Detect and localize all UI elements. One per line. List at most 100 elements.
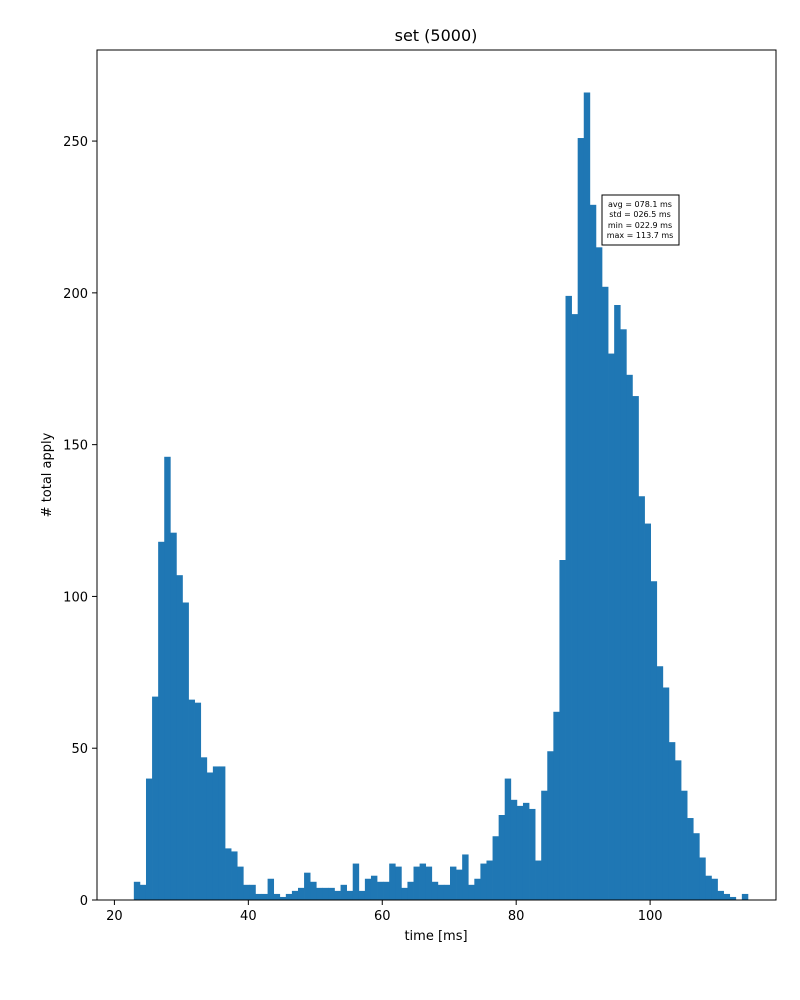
- histogram-bar: [267, 878, 275, 900]
- histogram-bar: [419, 863, 427, 900]
- histogram-bar: [729, 896, 737, 900]
- histogram-bar: [522, 802, 530, 900]
- histogram-bar: [516, 805, 524, 900]
- stats-line-std: std = 026.5 ms: [609, 210, 671, 219]
- x-tick-label: 20: [106, 909, 123, 924]
- histogram-bar: [346, 890, 354, 900]
- histogram-bar: [644, 523, 651, 900]
- histogram-bar: [273, 893, 281, 900]
- histogram-bar: [431, 881, 439, 900]
- histogram-bar: [589, 204, 597, 900]
- x-tick-label: 40: [240, 909, 257, 924]
- histogram-bar: [699, 857, 706, 900]
- histogram-bar: [225, 848, 232, 900]
- histogram-bar: [608, 353, 615, 900]
- histogram-bar: [717, 890, 724, 900]
- y-tick-label: 100: [63, 590, 88, 605]
- histogram-bar: [571, 314, 579, 900]
- x-axis-ticks: 20 40 60 80 100: [106, 900, 663, 924]
- histogram-bar: [194, 702, 202, 900]
- histogram-bar: [498, 815, 506, 900]
- histogram-bar: [741, 893, 749, 900]
- histogram-bar: [583, 92, 591, 900]
- histogram-bar: [407, 881, 414, 900]
- histogram-bar: [249, 884, 256, 900]
- histogram-bar: [152, 696, 159, 900]
- histogram-bar: [662, 687, 670, 900]
- y-tick-label: 50: [71, 742, 88, 757]
- histogram-bar: [668, 742, 676, 900]
- chart-title: set (5000): [395, 26, 478, 45]
- histogram-bar: [188, 699, 195, 900]
- histogram-bar: [176, 575, 183, 900]
- histogram-bar: [170, 532, 177, 900]
- histogram-bar: [723, 893, 731, 900]
- histogram-bar: [310, 881, 317, 900]
- histogram-bar: [577, 138, 585, 901]
- histogram-bar: [395, 866, 402, 900]
- histogram-bar: [456, 869, 463, 900]
- y-tick-label: 150: [63, 439, 88, 454]
- histogram-bar: [559, 560, 566, 900]
- histogram-bar: [541, 790, 548, 900]
- histogram-bar: [638, 496, 645, 900]
- histogram-bar: [334, 890, 341, 900]
- y-axis-label: # total apply: [40, 432, 55, 517]
- histogram-bar: [291, 890, 299, 900]
- histogram-bar: [389, 863, 396, 900]
- plot-frame: [96, 49, 777, 901]
- stats-line-max: max = 113.7 ms: [607, 231, 674, 240]
- histogram-bar: [492, 836, 499, 900]
- histogram-bar: [401, 887, 408, 900]
- histogram-bar: [656, 666, 664, 900]
- histogram-bar: [218, 766, 226, 900]
- histogram-bar: [674, 760, 682, 900]
- histogram-bar: [158, 541, 165, 900]
- x-tick-label: 60: [374, 909, 391, 924]
- histogram-bar: [377, 881, 384, 900]
- histogram-bar: [480, 863, 487, 900]
- histogram-bar: [243, 884, 250, 900]
- x-axis-label: time [ms]: [404, 929, 467, 944]
- histogram-bar: [370, 875, 378, 900]
- y-tick-label: 0: [80, 894, 88, 909]
- x-tick-label: 80: [508, 909, 525, 924]
- histogram-bar: [425, 866, 433, 900]
- histogram-bar: [443, 884, 451, 900]
- histogram-bar: [206, 772, 214, 900]
- histogram-bar: [474, 878, 481, 900]
- histogram-bar: [529, 808, 536, 900]
- histogram-bar: [620, 329, 627, 900]
- stats-box-frame: [601, 194, 680, 246]
- y-tick-label: 250: [63, 135, 88, 150]
- histogram-bar: [133, 881, 141, 900]
- histogram-bar: [139, 884, 147, 900]
- histogram-bar: [352, 863, 360, 900]
- histogram-bar: [504, 778, 512, 900]
- histogram-bar: [358, 890, 366, 900]
- y-axis-ticks: 0 50 100 150 200 250: [63, 135, 97, 909]
- histogram-bar: [237, 866, 244, 900]
- histogram-bar: [413, 866, 420, 900]
- histogram-bar: [279, 896, 287, 900]
- histogram-bar: [486, 860, 493, 900]
- histogram-bar: [285, 893, 293, 900]
- histogram-bar: [164, 456, 171, 900]
- histogram-bar: [535, 860, 542, 900]
- histogram-bar: [297, 887, 305, 900]
- y-tick-label: 200: [63, 287, 88, 302]
- stats-line-avg: avg = 078.1 ms: [608, 200, 672, 209]
- histogram-bar: [322, 887, 329, 900]
- histogram-bar: [510, 799, 518, 900]
- histogram-bar: [328, 887, 335, 900]
- histogram-bar: [304, 872, 311, 900]
- histogram-bar: [693, 833, 700, 900]
- histogram-bar: [340, 884, 347, 900]
- histogram-bar: [565, 295, 572, 900]
- histogram-bar: [614, 305, 621, 900]
- histogram-bar: [681, 790, 688, 900]
- histogram-bar: [316, 887, 323, 900]
- histogram-bar: [632, 396, 639, 900]
- stats-line-min: min = 022.9 ms: [608, 221, 672, 230]
- histogram-bar: [364, 878, 372, 900]
